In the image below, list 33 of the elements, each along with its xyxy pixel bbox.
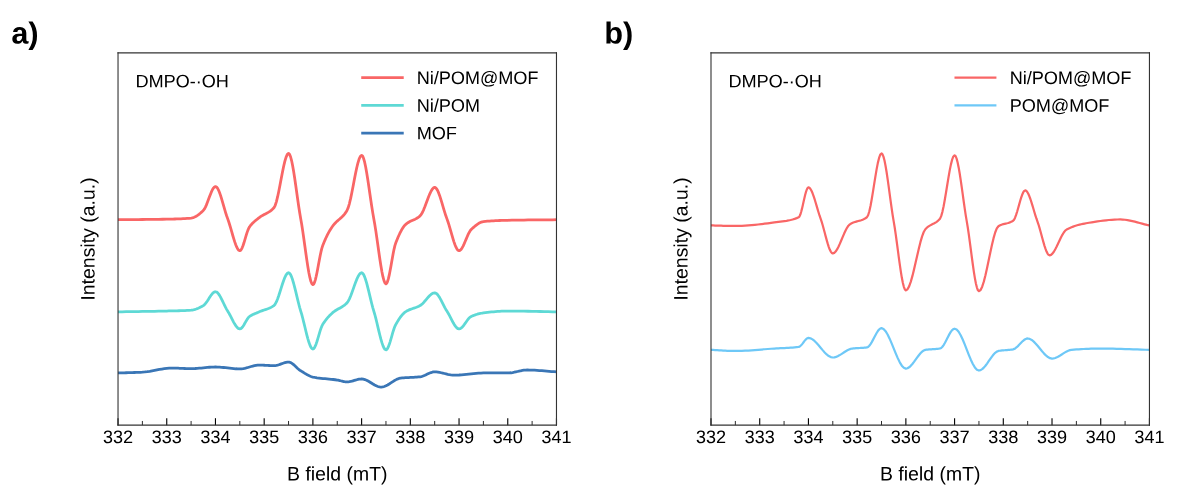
x-tick-label: 339 bbox=[1037, 430, 1067, 444]
x-tick-label: 334 bbox=[201, 430, 230, 444]
x-tick-label: 335 bbox=[842, 430, 872, 444]
x-tick-label: 339 bbox=[444, 430, 474, 444]
x-tick-label: 336 bbox=[891, 430, 921, 444]
y-axis-title: Intensity (a.u.) bbox=[673, 178, 692, 299]
legend-label: Ni/POM bbox=[418, 98, 479, 112]
legend-label: MOF bbox=[418, 126, 457, 140]
x-tick-label: 335 bbox=[249, 430, 279, 444]
x-tick-label: 336 bbox=[298, 430, 328, 444]
text: DMPO-·OH bbox=[730, 74, 821, 88]
x-axis-title: B field (mT) bbox=[881, 466, 980, 485]
x-tick-label: 337 bbox=[347, 430, 376, 444]
legend-label: Ni/POM@MOF bbox=[418, 70, 538, 87]
y-axis-title: Intensity (a.u.) bbox=[80, 178, 99, 299]
chart-title: b) bbox=[606, 21, 632, 50]
text: DMPO-·OH bbox=[137, 74, 228, 88]
x-tick-label: 337 bbox=[940, 430, 969, 444]
x-tick-label: 338 bbox=[395, 430, 425, 444]
x-tick-label: 332 bbox=[696, 430, 726, 444]
legend-label: POM@MOF bbox=[1011, 98, 1109, 115]
chart-title: a) bbox=[12, 21, 38, 50]
x-tick-label: 334 bbox=[794, 430, 823, 444]
x-tick-label: 341 bbox=[1135, 430, 1164, 444]
legend-label: Ni/POM@MOF bbox=[1011, 70, 1131, 87]
x-tick-label: 332 bbox=[103, 430, 133, 444]
x-tick-label: 340 bbox=[1086, 430, 1116, 444]
x-tick-label: 333 bbox=[745, 430, 774, 444]
x-tick-label: 341 bbox=[542, 430, 571, 444]
x-axis-title: B field (mT) bbox=[288, 466, 387, 485]
x-tick-label: 340 bbox=[493, 430, 523, 444]
x-tick-label: 333 bbox=[152, 430, 182, 444]
x-tick-label: 338 bbox=[988, 430, 1018, 444]
